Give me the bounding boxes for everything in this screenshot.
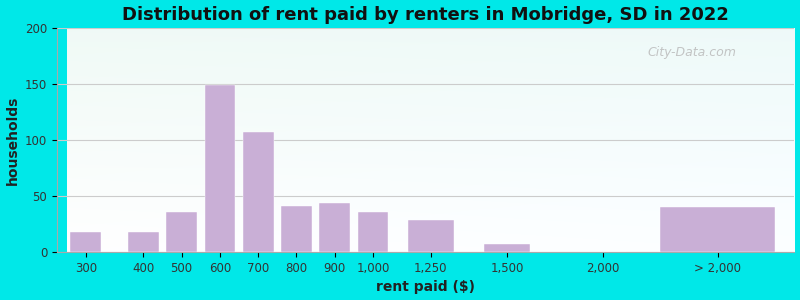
Bar [128,232,158,252]
Bar [358,212,389,252]
Bar [243,132,274,252]
Bar [319,203,350,252]
Title: Distribution of rent paid by renters in Mobridge, SD in 2022: Distribution of rent paid by renters in … [122,6,730,24]
Bar [205,85,235,252]
Bar [407,220,454,252]
Text: City-Data.com: City-Data.com [647,46,736,59]
X-axis label: rent paid ($): rent paid ($) [376,280,475,294]
Bar [70,232,101,252]
Bar [281,206,312,252]
Bar [484,244,530,252]
Bar [660,207,775,252]
Y-axis label: households: households [6,95,19,185]
Bar [166,212,197,252]
